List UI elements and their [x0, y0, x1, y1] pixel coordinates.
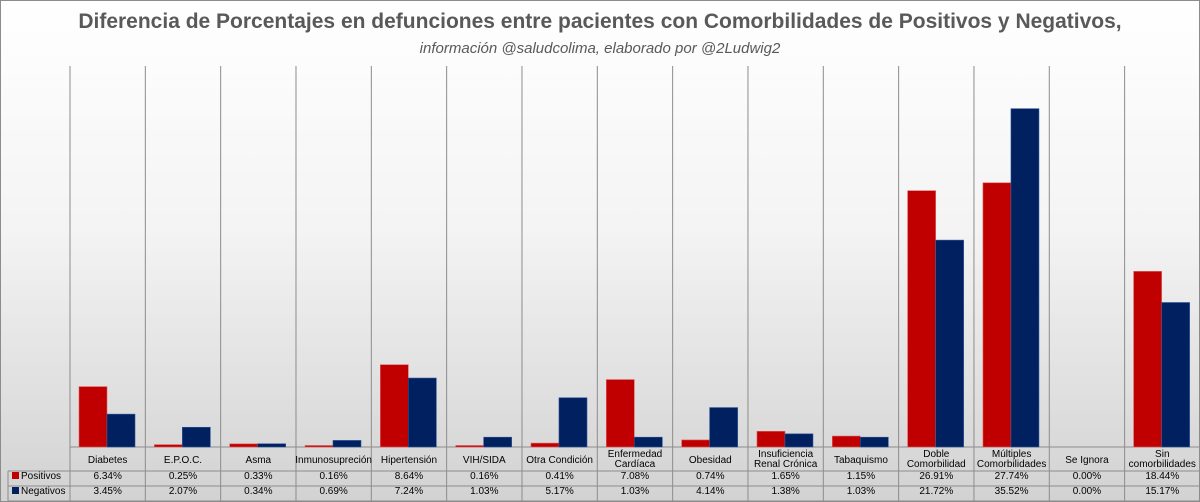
bar-positivos-9	[756, 430, 786, 448]
data-label: 0.00%	[1073, 471, 1101, 482]
data-label: 15.17%	[1145, 486, 1179, 497]
bar-positivos-0	[78, 386, 108, 448]
data-label: 1.03%	[470, 486, 498, 497]
data-label: 21.72%	[919, 486, 953, 497]
data-label: 18.44%	[1145, 471, 1179, 482]
data-label: 1.03%	[621, 486, 649, 497]
bar-positivos-1	[154, 444, 183, 448]
legend-key-positivos	[12, 472, 19, 479]
bar-positivos-10	[831, 435, 861, 448]
data-label: 4.14%	[696, 486, 724, 497]
category-label: Insuficiencia	[758, 449, 813, 460]
data-label: 6.34%	[93, 471, 121, 482]
bar-negativos-9	[784, 433, 814, 448]
bar-positivos-2	[229, 443, 258, 448]
data-label: 0.33%	[244, 471, 272, 482]
data-label: 7.24%	[395, 486, 423, 497]
bar-positivos-8	[681, 439, 710, 448]
category-label: VIH/SIDA	[463, 455, 506, 466]
bar-negativos-3	[332, 440, 362, 448]
legend-key-negativos	[12, 487, 19, 494]
legend-label-positivos: Positivos	[21, 471, 61, 482]
legend-label-negativos: Negativos	[21, 486, 65, 497]
bar-negativos-12	[1010, 108, 1040, 448]
bar-negativos-8	[709, 407, 738, 448]
data-label: 7.08%	[621, 471, 649, 482]
data-label: 1.38%	[771, 486, 799, 497]
category-label: Diabetes	[88, 455, 127, 466]
bar-negativos-7	[634, 436, 663, 448]
data-label: 1.15%	[847, 471, 875, 482]
chart-title: Diferencia de Porcentajes en defunciones…	[78, 10, 1122, 33]
bar-positivos-14	[1133, 271, 1162, 448]
category-label: Enfermedad	[608, 449, 662, 460]
category-label: Sin	[1155, 449, 1169, 460]
bar-negativos-4	[408, 377, 437, 448]
data-label: 0.16%	[470, 471, 498, 482]
chart-subtitle: información @saludcolima, elaborado por …	[419, 40, 781, 57]
data-label: 0.25%	[169, 471, 197, 482]
data-label: 27.74%	[995, 471, 1029, 482]
data-label: 8.64%	[395, 471, 423, 482]
bar-positivos-6	[530, 442, 560, 448]
data-label: 35.52%	[995, 486, 1029, 497]
bar-negativos-5	[483, 436, 512, 448]
bar-positivos-11	[907, 190, 936, 448]
data-label: 3.45%	[93, 486, 121, 497]
data-label: 0.41%	[545, 471, 573, 482]
bar-negativos-14	[1161, 302, 1190, 448]
category-label: Doble	[923, 449, 950, 460]
category-label: Múltiples	[992, 449, 1031, 460]
category-label: Cardíaca	[615, 459, 656, 470]
bar-positivos-7	[606, 379, 635, 448]
category-label: Comorbilidades	[977, 459, 1046, 470]
category-label: Tabaquismo	[834, 455, 888, 466]
category-label: Hipertensión	[381, 455, 437, 466]
bar-positivos-5	[455, 445, 484, 448]
data-label: 0.00%	[1073, 486, 1101, 497]
category-label: Otra Condición	[526, 455, 593, 466]
data-label: 1.65%	[771, 471, 799, 482]
data-label: 1.03%	[847, 486, 875, 497]
data-label: 26.91%	[919, 471, 953, 482]
data-label: 0.74%	[696, 471, 724, 482]
category-label: Obesidad	[689, 455, 732, 466]
category-label: E.P.O.C.	[164, 455, 202, 466]
data-label: 0.69%	[319, 486, 347, 497]
bar-negativos-11	[935, 239, 964, 448]
data-label: 2.07%	[169, 486, 197, 497]
bar-negativos-1	[182, 426, 211, 448]
data-label: 0.16%	[319, 471, 347, 482]
category-label: Inmunosupreción	[295, 455, 372, 466]
bar-positivos-12	[982, 182, 1012, 448]
bar-negativos-0	[106, 413, 136, 448]
bar-negativos-10	[859, 436, 889, 448]
category-label: Asma	[246, 455, 272, 466]
bar-positivos-3	[304, 445, 334, 448]
bar-positivos-4	[380, 364, 409, 448]
bar-negativos-6	[558, 397, 588, 448]
data-label: 0.34%	[244, 486, 272, 497]
data-label: 5.17%	[545, 486, 573, 497]
category-label: comorbilidades	[1129, 459, 1196, 470]
category-label: Comorbilidad	[907, 459, 966, 470]
bar-negativos-2	[257, 443, 286, 448]
category-label: Se Ignora	[1065, 455, 1109, 466]
category-label: Renal Crónica	[754, 459, 818, 470]
